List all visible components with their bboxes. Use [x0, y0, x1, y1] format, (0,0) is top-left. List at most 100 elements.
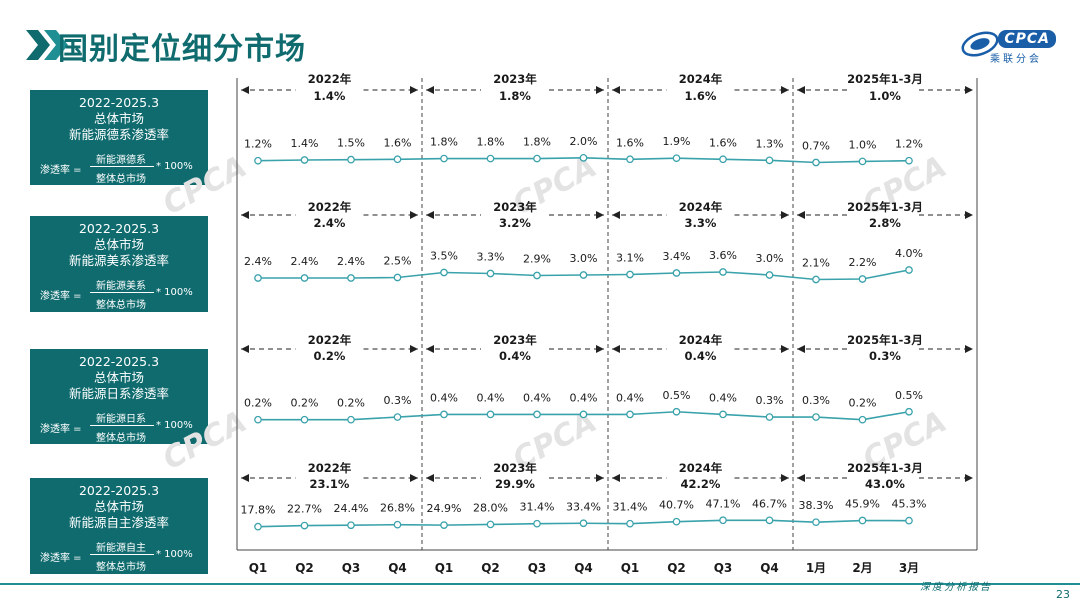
data-point [858, 275, 867, 283]
data-point [393, 520, 402, 529]
data-label: 0.3% [802, 394, 830, 407]
data-point [533, 519, 541, 528]
formula-lhs: 渗透率 = [40, 424, 82, 435]
arrow-left-icon [241, 474, 249, 482]
panel-metric: 新能源日系渗透率 [68, 386, 169, 401]
footer-label: 深度分析报告 [920, 582, 992, 593]
data-label: 0.5% [663, 389, 691, 402]
data-label: 0.2% [337, 397, 365, 410]
panel-market: 总体市场 [93, 499, 144, 514]
panel-market: 总体市场 [93, 111, 144, 126]
data-point [300, 156, 309, 164]
panel-domestic: 2022-2025.3 总体市场 新能源自主渗透率 渗透率 = 新能源自主 整体… [30, 478, 208, 574]
x-tick-label: Q3 [342, 561, 361, 575]
period-total: 3.2% [499, 216, 531, 230]
arrow-left-icon [797, 211, 805, 219]
data-label: 1.6% [384, 136, 412, 149]
period-total: 0.2% [314, 349, 346, 363]
data-label: 0.3% [384, 394, 412, 407]
period-name: 2024年 [679, 200, 723, 214]
period-name: 2025年1-3月 [847, 72, 923, 86]
data-label: 33.4% [566, 500, 601, 513]
data-point [254, 156, 262, 165]
x-tick-label: Q2 [667, 561, 686, 575]
x-tick-label: Q1 [621, 561, 640, 575]
data-point [765, 413, 774, 421]
data-label: 46.7% [752, 497, 787, 510]
data-point [347, 274, 355, 282]
panel-formula: 渗透率 = 新能源自主 整体总市场 * 100% [30, 537, 208, 575]
data-point [393, 413, 402, 421]
arrow-right-icon [410, 345, 418, 353]
arrow-right-icon [965, 474, 973, 482]
data-point [533, 410, 541, 419]
x-tick-label: 3月 [899, 561, 919, 575]
data-label: 2.1% [802, 257, 830, 270]
data-label: 0.2% [291, 397, 319, 410]
data-point [486, 410, 495, 419]
logo-text: CPCA [998, 30, 1056, 48]
data-label: 45.9% [845, 498, 880, 511]
period-name: 2024年 [679, 333, 723, 347]
x-tick-label: Q1 [435, 561, 454, 575]
data-label: 2.5% [384, 255, 412, 268]
data-label: 2.2% [849, 256, 877, 269]
period-name: 2024年 [679, 72, 723, 86]
data-point [486, 520, 495, 529]
period-total: 1.8% [499, 89, 531, 103]
data-point [858, 157, 867, 166]
arrow-right-icon [781, 211, 789, 219]
data-label: 2.4% [337, 255, 365, 268]
data-label: 0.7% [802, 140, 830, 153]
x-tick-label: 1月 [806, 561, 826, 575]
formula-numerator: 新能源日系 [96, 414, 146, 425]
data-label: 2.4% [244, 255, 272, 268]
data-point [719, 410, 727, 419]
data-point [905, 266, 913, 274]
data-label: 47.1% [706, 497, 741, 510]
data-label: 3.5% [430, 250, 458, 263]
period-total: 23.1% [310, 477, 350, 491]
period-name: 2023年 [493, 200, 537, 214]
watermark-layer: CPCA CPCA CPCA CPCA CPCA CPCA [157, 149, 952, 477]
data-point [812, 158, 820, 167]
arrow-left-icon [797, 86, 805, 94]
data-label: 31.4% [520, 501, 555, 514]
period-total: 1.0% [869, 89, 901, 103]
x-tick-label: Q2 [295, 561, 314, 575]
panel-american: 2022-2025.3 总体市场 新能源美系渗透率 渗透率 = 新能源美系 整体… [30, 216, 208, 312]
data-label: 1.8% [523, 136, 551, 149]
data-label: 0.4% [570, 391, 598, 404]
arrow-right-icon [596, 86, 604, 94]
data-label: 28.0% [473, 501, 508, 514]
arrow-left-icon [797, 345, 805, 353]
arrow-right-icon [781, 474, 789, 482]
data-label: 1.4% [291, 137, 319, 150]
data-point [300, 415, 309, 424]
data-point [626, 519, 634, 528]
arrow-right-icon [410, 86, 418, 94]
period-total: 43.0% [865, 477, 905, 491]
data-label: 17.8% [241, 504, 276, 517]
data-point [347, 415, 355, 424]
data-point [486, 269, 495, 278]
data-label: 1.8% [477, 136, 505, 149]
data-label: 4.0% [895, 247, 923, 260]
data-point [440, 154, 448, 163]
arrow-left-icon [612, 211, 620, 219]
data-point [347, 155, 355, 164]
formula-divider [90, 166, 154, 167]
data-point [765, 156, 774, 165]
data-point [300, 274, 309, 282]
period-name: 2025年1-3月 [847, 333, 923, 347]
panel-period: 2022-2025.3 [78, 221, 160, 236]
data-point [905, 156, 913, 165]
arrow-right-icon [781, 86, 789, 94]
data-point [765, 516, 774, 525]
formula-numerator: 新能源美系 [96, 281, 146, 292]
data-point [626, 410, 634, 419]
period-total: 3.3% [685, 216, 717, 230]
data-label: 31.4% [613, 501, 648, 514]
data-label: 1.2% [244, 138, 272, 151]
period-total: 29.9% [495, 477, 535, 491]
